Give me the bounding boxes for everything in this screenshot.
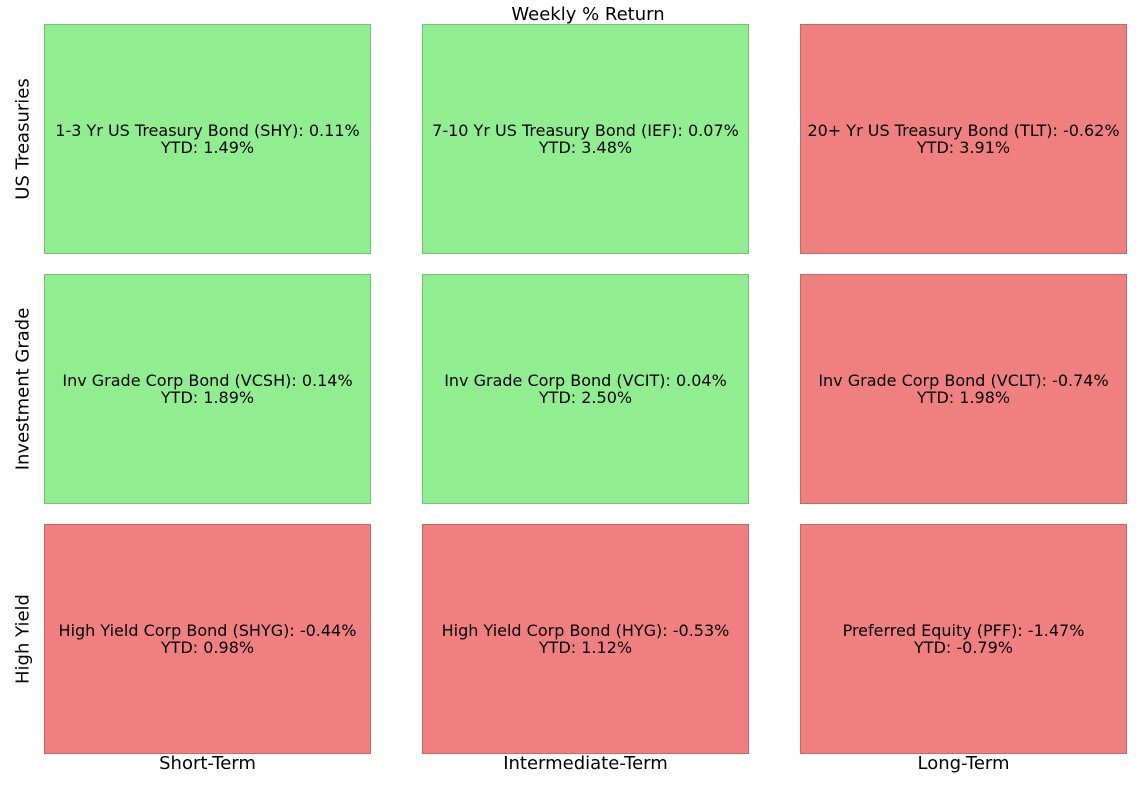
heatmap-cell: 7-10 Yr US Treasury Bond (IEF): 0.07% YTD… bbox=[422, 24, 749, 254]
column-label: Long-Term bbox=[917, 753, 1010, 774]
heatmap-cell: Inv Grade Corp Bond (VCSH): 0.14% YTD: 1.… bbox=[44, 274, 371, 504]
heatmap-cell: High Yield Corp Bond (HYG): -0.53% YTD: 1… bbox=[422, 524, 749, 754]
heatmap-cell: Inv Grade Corp Bond (VCLT): -0.74% YTD: 1… bbox=[800, 274, 1127, 504]
heatmap-cell: 20+ Yr US Treasury Bond (TLT): -0.62% YTD… bbox=[800, 24, 1127, 254]
cell-ytd-label: YTD: 3.91% bbox=[916, 138, 1011, 157]
cell-weekly-label: 7-10 Yr US Treasury Bond (IEF): 0.07% bbox=[432, 121, 739, 140]
row-label: US Treasuries bbox=[12, 78, 34, 200]
cell-weekly-label: 20+ Yr US Treasury Bond (TLT): -0.62% bbox=[807, 121, 1120, 140]
cell-weekly-label: Inv Grade Corp Bond (VCLT): -0.74% bbox=[818, 371, 1109, 390]
row-label: Investment Grade bbox=[12, 307, 34, 471]
cell-weekly-label: High Yield Corp Bond (SHYG): -0.44% bbox=[58, 621, 357, 640]
cell-ytd-label: YTD: 1.49% bbox=[160, 138, 255, 157]
cell-ytd-label: YTD: 1.89% bbox=[160, 388, 255, 407]
cell-weekly-label: Inv Grade Corp Bond (VCIT): 0.04% bbox=[444, 371, 727, 390]
cell-ytd-label: YTD: -0.79% bbox=[914, 638, 1013, 657]
cell-ytd-label: YTD: 3.48% bbox=[538, 138, 633, 157]
row-label: High Yield bbox=[12, 594, 34, 684]
cell-weekly-label: Inv Grade Corp Bond (VCSH): 0.14% bbox=[62, 371, 353, 390]
heatmap-cell: High Yield Corp Bond (SHYG): -0.44% YTD: … bbox=[44, 524, 371, 754]
heatmap-cell: 1-3 Yr US Treasury Bond (SHY): 0.11% YTD:… bbox=[44, 24, 371, 254]
heatmap-cell: Preferred Equity (PFF): -1.47% YTD: -0.79… bbox=[800, 524, 1127, 754]
cell-weekly-label: High Yield Corp Bond (HYG): -0.53% bbox=[441, 621, 730, 640]
cell-weekly-label: Preferred Equity (PFF): -1.47% bbox=[842, 621, 1085, 640]
cell-ytd-label: YTD: 2.50% bbox=[538, 388, 633, 407]
cell-weekly-label: 1-3 Yr US Treasury Bond (SHY): 0.11% bbox=[55, 121, 360, 140]
cell-ytd-label: YTD: 1.98% bbox=[916, 388, 1011, 407]
cell-ytd-label: YTD: 1.12% bbox=[538, 638, 633, 657]
heatmap-cell: Inv Grade Corp Bond (VCIT): 0.04% YTD: 2.… bbox=[422, 274, 749, 504]
cell-ytd-label: YTD: 0.98% bbox=[160, 638, 255, 657]
column-label: Intermediate-Term bbox=[503, 753, 668, 774]
chart-title: Weekly % Return bbox=[511, 4, 665, 25]
column-label: Short-Term bbox=[159, 753, 256, 774]
